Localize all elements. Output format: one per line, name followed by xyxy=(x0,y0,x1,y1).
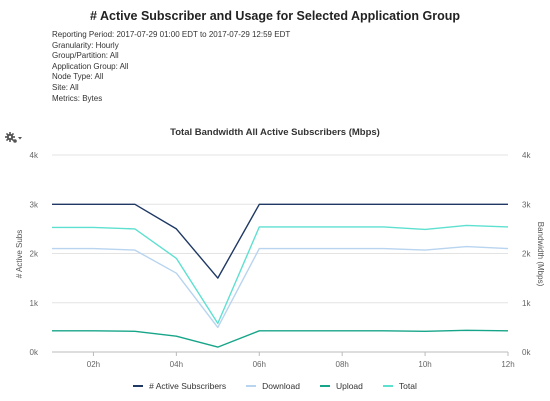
legend-swatch xyxy=(382,385,393,387)
reporting-period: Reporting Period: 2017-07-29 01:00 EDT t… xyxy=(52,30,291,39)
legend-swatch xyxy=(246,385,257,387)
x-tick-label: 12h xyxy=(501,360,514,369)
y-tick-label-right: 3k xyxy=(522,200,531,209)
chart-title: Total Bandwidth All Active Subscribers (… xyxy=(170,127,380,138)
y-tick-label-right: 0k xyxy=(522,348,531,357)
legend-item[interactable]: Upload xyxy=(319,381,363,391)
x-tick-label: 06h xyxy=(253,360,266,369)
legend-label: Upload xyxy=(335,381,363,391)
x-tick-label: 04h xyxy=(170,360,183,369)
y-tick-label-left: 3k xyxy=(30,200,39,209)
legend-item[interactable]: Download xyxy=(246,381,300,391)
y-tick-label-right: 1k xyxy=(522,299,531,308)
legend-label: Download xyxy=(262,381,300,391)
series-line-active-subscribers xyxy=(52,203,508,279)
node-type: Node Type: All xyxy=(52,72,104,82)
report-title: # Active Subscriber and Usage for Select… xyxy=(90,9,460,23)
series-line-upload xyxy=(52,329,509,348)
legend-item[interactable]: Total xyxy=(382,381,417,391)
y-tick-label-left: 0k xyxy=(30,348,39,357)
site: Site: All xyxy=(52,82,79,92)
x-tick-label: 02h xyxy=(87,360,100,369)
granularity: Granularity: Hourly xyxy=(52,40,119,50)
y-tick-label-left: 4k xyxy=(30,151,39,160)
y-tick-label-left: 2k xyxy=(30,250,39,259)
legend-item[interactable]: # Active Subscribers xyxy=(133,381,226,391)
group-partition: Group/Partition: All xyxy=(52,51,119,61)
metrics: Metrics: Bytes xyxy=(52,93,103,103)
y-tick-label-left: 1k xyxy=(30,299,39,308)
application-group: Application Group: All xyxy=(52,61,129,71)
y-tick-label-right: 4k xyxy=(522,151,531,160)
x-tick-label: 10h xyxy=(418,360,431,369)
legend-label: # Active Subscribers xyxy=(149,381,227,391)
legend-swatch xyxy=(319,385,330,387)
y-axis-right-title: Bandwidth (Mbps) xyxy=(536,222,545,287)
chart-options-button[interactable] xyxy=(4,131,24,145)
report-metadata: Reporting Period: 2017-07-29 01:00 EDT t… xyxy=(52,30,290,104)
caret-down-icon xyxy=(18,137,22,140)
y-axis-left-title: # Active Subs xyxy=(15,230,24,278)
gear-icon xyxy=(5,132,22,143)
legend-label: Total xyxy=(398,381,417,391)
legend-swatch xyxy=(133,385,144,387)
series-line-download xyxy=(52,245,509,329)
chart-legend: # Active Subscribers Download Upload Total xyxy=(0,381,550,391)
x-tick-label: 08h xyxy=(336,360,349,369)
y-tick-label-right: 2k xyxy=(522,250,531,259)
series-line-total xyxy=(52,224,509,325)
